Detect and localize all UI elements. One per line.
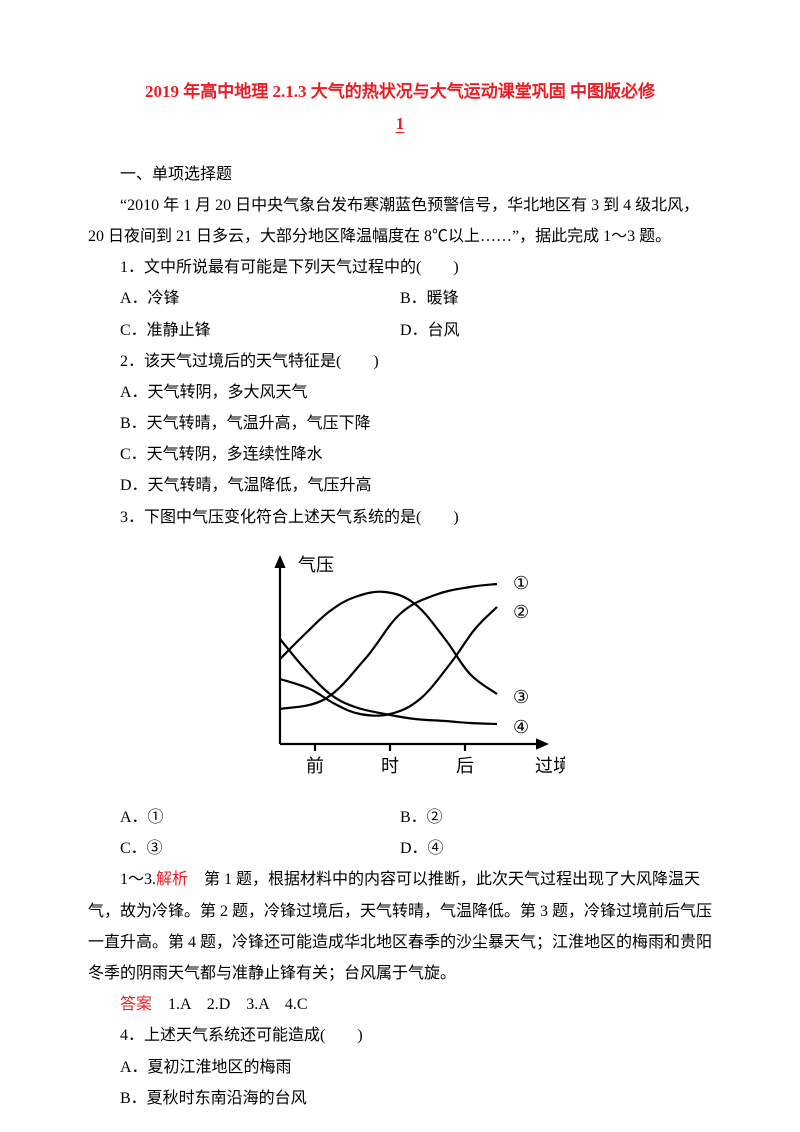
answer-line: 答案 1.A 2.D 3.A 4.C [88,989,712,1020]
explanation: 1～3.解析 第 1 题，根据材料中的内容可以推断，此次天气过程出现了大风降温天… [88,864,712,989]
q3-optC: C．③ [88,833,400,864]
q2-stem: 2．该天气过境后的天气特征是( ) [88,346,712,377]
q4-optA: A．夏初江淮地区的梅雨 [88,1052,712,1083]
doc-title: 2019 年高中地理 2.1.3 大气的热状况与大气运动课堂巩固 中图版必修 1 [88,76,712,141]
q3-options-row1: A．① B．② [88,802,712,833]
q2-optD: D．天气转晴，气温降低，气压升高 [88,470,712,501]
svg-text:后: 后 [456,756,474,776]
answer-text: 1.A 2.D 3.A 4.C [152,996,308,1013]
q3-options-row2: C．③ D．④ [88,833,712,864]
svg-text:①: ① [513,573,529,593]
q3-optD: D．④ [400,833,712,864]
section-heading: 一、单项选择题 [88,159,712,190]
passage-text: “2010 年 1 月 20 日中央气象台发布寒潮蓝色预警信号，华北地区有 3 … [88,190,712,252]
q1-optC: C．准静止锋 [88,315,400,346]
title-line2: 1 [396,114,405,133]
q4-stem: 4．上述天气系统还可能造成( ) [88,1020,712,1051]
explain-kw: 解析 [156,871,188,888]
q1-optA: A．冷锋 [88,283,400,314]
explain-label: 1～3. [120,871,156,888]
pressure-chart: 气压前 时 后 过境时间 ① ② ③ ④ [88,539,712,800]
q3-optB: B．② [400,802,712,833]
svg-text:气压: 气压 [298,555,334,575]
q1-stem: 1．文中所说最有可能是下列天气过程中的( ) [88,252,712,283]
svg-text:④: ④ [513,717,529,737]
q3-stem: 3．下图中气压变化符合上述天气系统的是( ) [88,502,712,533]
svg-text:前: 前 [306,756,324,776]
q1-options-row1: A．冷锋 B．暖锋 [88,283,712,314]
q3-optA: A．① [88,802,400,833]
q2-optB: B．天气转晴，气温升高，气压下降 [88,408,712,439]
q2-optA: A．天气转阴，多大风天气 [88,377,712,408]
answer-kw: 答案 [120,996,152,1013]
svg-text:③: ③ [513,687,529,707]
q4-optB: B．夏秋时东南沿海的台风 [88,1083,712,1114]
q1-optD: D．台风 [400,315,712,346]
chart-svg: 气压前 时 后 过境时间 ① ② ③ ④ [235,539,565,789]
svg-text:时: 时 [381,756,399,776]
title-line1: 2019 年高中地理 2.1.3 大气的热状况与大气运动课堂巩固 中图版必修 [145,82,655,101]
svg-text:②: ② [513,602,529,622]
q1-options-row2: C．准静止锋 D．台风 [88,315,712,346]
q1-optB: B．暖锋 [400,283,712,314]
svg-text:过境时间: 过境时间 [535,756,565,776]
q2-optC: C．天气转阴，多连续性降水 [88,439,712,470]
